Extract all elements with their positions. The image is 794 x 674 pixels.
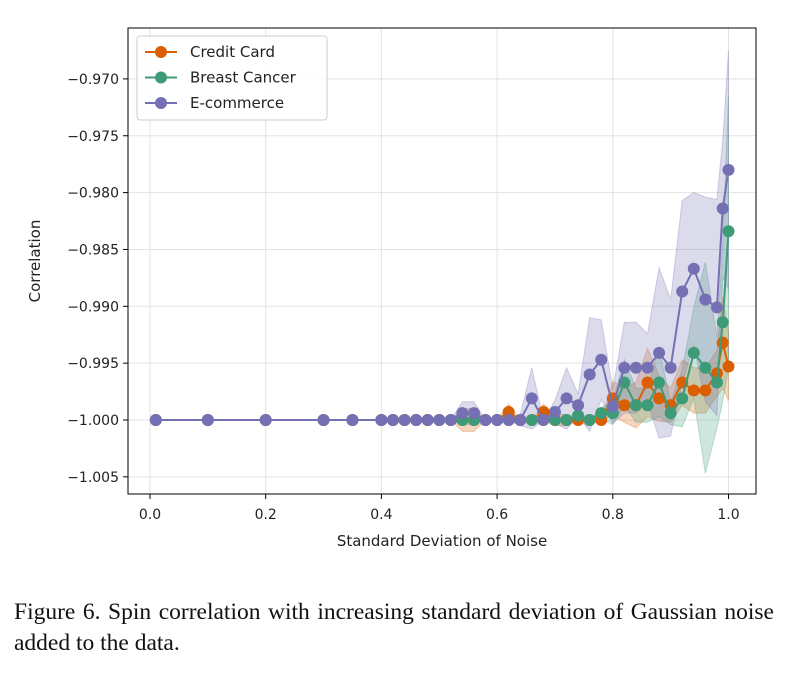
y-tick-label: −1.005: [67, 470, 119, 486]
y-tick-label: −0.970: [67, 72, 119, 88]
x-tick-label: 0.8: [602, 507, 624, 523]
y-axis-label: Correlation: [26, 220, 44, 303]
data-point: [722, 225, 735, 238]
data-point: [398, 414, 411, 426]
data-point: [716, 336, 729, 349]
data-point: [502, 414, 515, 426]
data-point: [386, 414, 399, 426]
data-point: [491, 414, 504, 426]
data-point: [716, 316, 729, 329]
data-point: [676, 285, 689, 298]
data-point: [629, 399, 642, 412]
data-point: [444, 414, 457, 426]
data-point: [572, 409, 585, 422]
data-point: [410, 414, 423, 426]
y-tick-label: −0.975: [67, 129, 119, 145]
x-axis-label: Standard Deviation of Noise: [337, 532, 547, 550]
y-tick-label: −0.985: [67, 242, 119, 258]
x-tick-label: 0.0: [139, 507, 161, 523]
data-point: [479, 414, 492, 426]
data-point: [595, 353, 608, 366]
data-point: [560, 414, 573, 426]
data-point: [606, 400, 619, 413]
x-tick-label: 0.4: [370, 507, 392, 523]
data-point: [687, 384, 700, 397]
data-point: [201, 414, 214, 426]
data-point: [699, 384, 712, 397]
data-point: [421, 414, 434, 426]
data-point: [375, 414, 388, 426]
legend-marker: [155, 46, 167, 58]
data-point: [595, 407, 608, 420]
data-point: [641, 361, 654, 374]
data-point: [346, 414, 359, 426]
figure-caption: Figure 6. Spin correlation with increasi…: [14, 599, 774, 656]
data-point: [664, 361, 677, 374]
data-point: [676, 392, 689, 405]
data-point: [641, 376, 654, 389]
data-point: [525, 414, 538, 426]
y-ticks: −0.970 −0.975 −0.980 −0.985 −0.990 −0.995 −1.0…: [67, 72, 128, 486]
data-point: [722, 163, 735, 176]
legend-label: E-commerce: [190, 94, 284, 112]
y-tick-label: −0.980: [67, 186, 119, 202]
legend-marker: [155, 71, 167, 84]
legend-label: Credit Card: [190, 43, 275, 61]
data-point: [722, 360, 735, 373]
data-point: [618, 361, 631, 374]
data-point: [433, 414, 446, 426]
series-lines: [149, 163, 735, 426]
data-point: [716, 202, 729, 215]
data-point: [514, 414, 527, 426]
chart: 0.0 0.2 0.4 0.6 0.8 1.0 −0.970−0.975−0.980−0.…: [26, 27, 757, 550]
plot-frame: [127, 27, 757, 495]
data-point: [548, 406, 561, 419]
data-point: [525, 392, 538, 405]
legend-box: [136, 35, 328, 121]
data-point: [653, 346, 666, 359]
data-point: [317, 414, 330, 426]
legend: Credit Card Breast Cancer E-commerce: [136, 35, 328, 121]
data-point: [653, 376, 666, 389]
x-tick-label: 1.0: [717, 507, 739, 523]
data-point: [259, 414, 272, 426]
data-point: [629, 361, 642, 374]
x-ticks: 0.0 0.2 0.4 0.6 0.8 1.0: [139, 494, 740, 523]
data-point: [687, 262, 700, 275]
series-e-commerce: [149, 163, 735, 426]
x-tick-label: 0.2: [255, 507, 277, 523]
data-point: [618, 399, 631, 412]
data-point: [710, 376, 723, 389]
y-tick-label: −0.995: [67, 356, 119, 372]
x-tick-label: 0.6: [486, 507, 508, 523]
data-point: [456, 407, 469, 420]
data-point: [641, 399, 654, 412]
y-tick-label: −1.000: [67, 413, 119, 429]
data-point: [699, 293, 712, 306]
data-point: [537, 414, 550, 426]
data-point: [699, 361, 712, 374]
data-point: [467, 407, 480, 420]
data-point: [710, 301, 723, 314]
data-point: [687, 346, 700, 359]
data-point: [653, 392, 666, 405]
data-point: [664, 407, 677, 420]
data-point: [583, 414, 596, 426]
data-point: [583, 368, 596, 381]
legend-marker: [155, 97, 167, 109]
data-point: [560, 392, 573, 405]
data-point: [149, 414, 162, 426]
y-tick-label: −0.990: [67, 299, 119, 315]
legend-label: Breast Cancer: [190, 69, 297, 87]
data-point: [572, 399, 585, 412]
